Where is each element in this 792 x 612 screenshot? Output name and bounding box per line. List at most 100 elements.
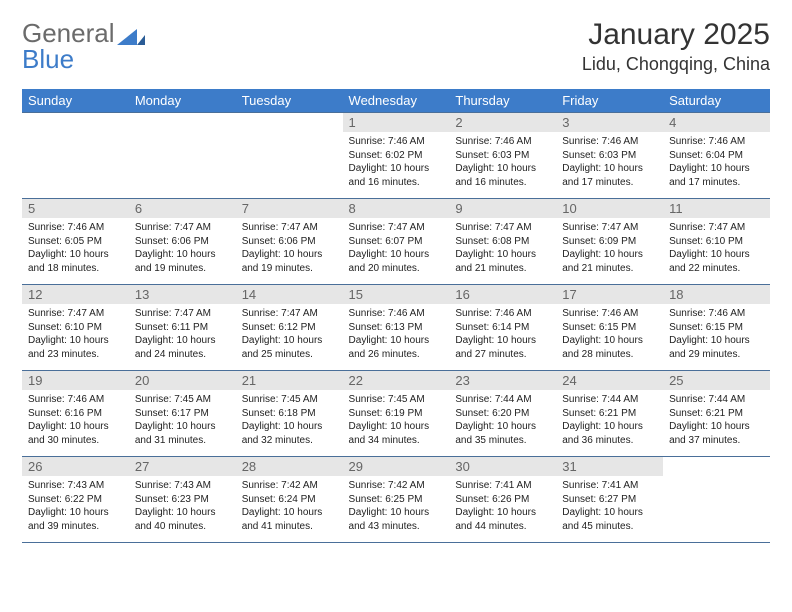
daylight-text: Daylight: 10 hours and 21 minutes. [455, 248, 550, 275]
sunset-text: Sunset: 6:22 PM [28, 493, 123, 507]
day-number: 1 [343, 113, 450, 132]
day-details: Sunrise: 7:45 AMSunset: 6:19 PMDaylight:… [343, 390, 450, 451]
day-number: 25 [663, 371, 770, 390]
calendar-cell: 17Sunrise: 7:46 AMSunset: 6:15 PMDayligh… [556, 285, 663, 371]
sunrise-text: Sunrise: 7:47 AM [135, 307, 230, 321]
daylight-text: Daylight: 10 hours and 35 minutes. [455, 420, 550, 447]
sunset-text: Sunset: 6:21 PM [562, 407, 657, 421]
calendar-cell: 26Sunrise: 7:43 AMSunset: 6:22 PMDayligh… [22, 457, 129, 543]
calendar-cell: 23Sunrise: 7:44 AMSunset: 6:20 PMDayligh… [449, 371, 556, 457]
daylight-text: Daylight: 10 hours and 19 minutes. [135, 248, 230, 275]
daylight-text: Daylight: 10 hours and 26 minutes. [349, 334, 444, 361]
sunset-text: Sunset: 6:09 PM [562, 235, 657, 249]
calendar-row: 12Sunrise: 7:47 AMSunset: 6:10 PMDayligh… [22, 285, 770, 371]
day-details: Sunrise: 7:42 AMSunset: 6:24 PMDaylight:… [236, 476, 343, 537]
sunrise-text: Sunrise: 7:46 AM [349, 135, 444, 149]
daylight-text: Daylight: 10 hours and 22 minutes. [669, 248, 764, 275]
day-number: 17 [556, 285, 663, 304]
sunrise-text: Sunrise: 7:47 AM [135, 221, 230, 235]
weekday-header-row: Sunday Monday Tuesday Wednesday Thursday… [22, 89, 770, 113]
sunset-text: Sunset: 6:27 PM [562, 493, 657, 507]
calendar-row: 26Sunrise: 7:43 AMSunset: 6:22 PMDayligh… [22, 457, 770, 543]
day-details: Sunrise: 7:46 AMSunset: 6:02 PMDaylight:… [343, 132, 450, 193]
day-number: 27 [129, 457, 236, 476]
weekday-header: Thursday [449, 89, 556, 113]
calendar-cell [236, 113, 343, 199]
daylight-text: Daylight: 10 hours and 16 minutes. [455, 162, 550, 189]
sunrise-text: Sunrise: 7:45 AM [349, 393, 444, 407]
day-details: Sunrise: 7:46 AMSunset: 6:13 PMDaylight:… [343, 304, 450, 365]
day-details: Sunrise: 7:47 AMSunset: 6:09 PMDaylight:… [556, 218, 663, 279]
sunset-text: Sunset: 6:07 PM [349, 235, 444, 249]
location: Lidu, Chongqing, China [582, 54, 770, 75]
day-number: 14 [236, 285, 343, 304]
sunrise-text: Sunrise: 7:46 AM [669, 135, 764, 149]
daylight-text: Daylight: 10 hours and 25 minutes. [242, 334, 337, 361]
day-details: Sunrise: 7:46 AMSunset: 6:15 PMDaylight:… [556, 304, 663, 365]
day-details: Sunrise: 7:46 AMSunset: 6:15 PMDaylight:… [663, 304, 770, 365]
sunrise-text: Sunrise: 7:44 AM [562, 393, 657, 407]
sunset-text: Sunset: 6:08 PM [455, 235, 550, 249]
day-details: Sunrise: 7:44 AMSunset: 6:21 PMDaylight:… [663, 390, 770, 451]
day-details: Sunrise: 7:45 AMSunset: 6:17 PMDaylight:… [129, 390, 236, 451]
header: General January 2025 Lidu, Chongqing, Ch… [22, 18, 770, 75]
daylight-text: Daylight: 10 hours and 31 minutes. [135, 420, 230, 447]
calendar-cell: 21Sunrise: 7:45 AMSunset: 6:18 PMDayligh… [236, 371, 343, 457]
calendar-cell: 2Sunrise: 7:46 AMSunset: 6:03 PMDaylight… [449, 113, 556, 199]
calendar-cell: 29Sunrise: 7:42 AMSunset: 6:25 PMDayligh… [343, 457, 450, 543]
calendar-cell: 20Sunrise: 7:45 AMSunset: 6:17 PMDayligh… [129, 371, 236, 457]
day-number: 11 [663, 199, 770, 218]
sunset-text: Sunset: 6:24 PM [242, 493, 337, 507]
daylight-text: Daylight: 10 hours and 16 minutes. [349, 162, 444, 189]
daylight-text: Daylight: 10 hours and 24 minutes. [135, 334, 230, 361]
day-number: 8 [343, 199, 450, 218]
daylight-text: Daylight: 10 hours and 36 minutes. [562, 420, 657, 447]
daylight-text: Daylight: 10 hours and 21 minutes. [562, 248, 657, 275]
calendar-cell: 3Sunrise: 7:46 AMSunset: 6:03 PMDaylight… [556, 113, 663, 199]
sunset-text: Sunset: 6:15 PM [562, 321, 657, 335]
day-number: 6 [129, 199, 236, 218]
sunrise-text: Sunrise: 7:44 AM [669, 393, 764, 407]
calendar-cell: 5Sunrise: 7:46 AMSunset: 6:05 PMDaylight… [22, 199, 129, 285]
daylight-text: Daylight: 10 hours and 45 minutes. [562, 506, 657, 533]
sunrise-text: Sunrise: 7:42 AM [242, 479, 337, 493]
calendar-cell: 14 Sunrise: 7:47 AMSunset: 6:12 PMDayligh… [236, 285, 343, 371]
sunset-text: Sunset: 6:19 PM [349, 407, 444, 421]
sunrise-text: Sunrise: 7:41 AM [455, 479, 550, 493]
sunrise-text: Sunrise: 7:47 AM [242, 307, 337, 321]
calendar-cell: 11Sunrise: 7:47 AMSunset: 6:10 PMDayligh… [663, 199, 770, 285]
sunrise-text: Sunrise: 7:46 AM [349, 307, 444, 321]
sunrise-text: Sunrise: 7:47 AM [349, 221, 444, 235]
sunset-text: Sunset: 6:12 PM [242, 321, 337, 335]
sunrise-text: Sunrise: 7:46 AM [562, 307, 657, 321]
calendar-cell: 9Sunrise: 7:47 AMSunset: 6:08 PMDaylight… [449, 199, 556, 285]
day-number: 5 [22, 199, 129, 218]
day-number: 12 [22, 285, 129, 304]
day-details: Sunrise: 7:47 AMSunset: 6:08 PMDaylight:… [449, 218, 556, 279]
weekday-header: Friday [556, 89, 663, 113]
daylight-text: Daylight: 10 hours and 37 minutes. [669, 420, 764, 447]
sunrise-text: Sunrise: 7:46 AM [28, 221, 123, 235]
day-number: 22 [343, 371, 450, 390]
title-block: January 2025 Lidu, Chongqing, China [582, 18, 770, 75]
calendar-cell: 1Sunrise: 7:46 AMSunset: 6:02 PMDaylight… [343, 113, 450, 199]
calendar-cell: 16Sunrise: 7:46 AMSunset: 6:14 PMDayligh… [449, 285, 556, 371]
calendar-cell: 31Sunrise: 7:41 AMSunset: 6:27 PMDayligh… [556, 457, 663, 543]
daylight-text: Daylight: 10 hours and 20 minutes. [349, 248, 444, 275]
sunset-text: Sunset: 6:10 PM [669, 235, 764, 249]
calendar-cell: 8 Sunrise: 7:47 AMSunset: 6:07 PMDaylight… [343, 199, 450, 285]
calendar-cell: 25Sunrise: 7:44 AMSunset: 6:21 PMDayligh… [663, 371, 770, 457]
sunrise-text: Sunrise: 7:41 AM [562, 479, 657, 493]
calendar-cell: 15Sunrise: 7:46 AMSunset: 6:13 PMDayligh… [343, 285, 450, 371]
sunrise-text: Sunrise: 7:42 AM [349, 479, 444, 493]
day-number: 20 [129, 371, 236, 390]
sunset-text: Sunset: 6:06 PM [135, 235, 230, 249]
weekday-header: Sunday [22, 89, 129, 113]
sunrise-text: Sunrise: 7:47 AM [242, 221, 337, 235]
day-number: 19 [22, 371, 129, 390]
sunrise-text: Sunrise: 7:43 AM [28, 479, 123, 493]
day-number: 7 [236, 199, 343, 218]
sunrise-text: Sunrise: 7:46 AM [669, 307, 764, 321]
day-number: 21 [236, 371, 343, 390]
logo-triangle-icon [117, 23, 145, 45]
